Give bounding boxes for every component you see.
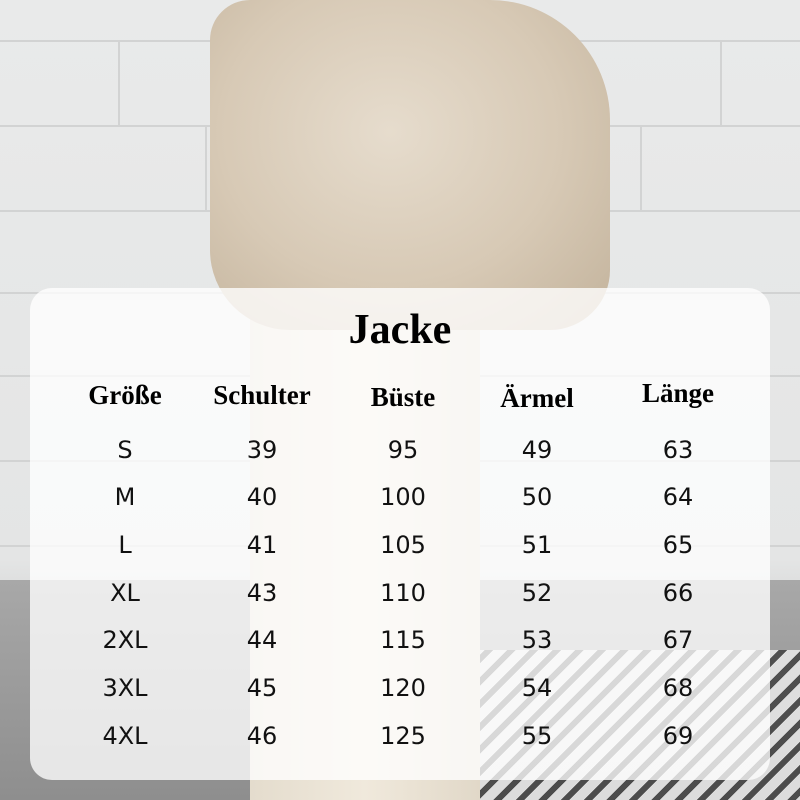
measurement-cell: 49 [521, 436, 553, 464]
measurement-cell: 125 [380, 722, 426, 750]
wall-line [640, 125, 642, 210]
measurement-cell: 53 [521, 626, 553, 654]
measurement-cell: 44 [246, 626, 278, 654]
column-header: Schulter [213, 380, 311, 410]
measurement-cell: 68 [662, 674, 694, 702]
size-label: 4XL [102, 722, 148, 750]
measurement-cell: 46 [246, 722, 278, 750]
measurement-cell: 55 [521, 722, 553, 750]
wall-line [205, 125, 207, 210]
measurement-cell: 45 [246, 674, 278, 702]
size-label: XL [110, 579, 140, 607]
model-top [210, 0, 610, 330]
measurement-cell: 69 [662, 722, 694, 750]
column-header: Büste [370, 382, 436, 412]
column-header: Größe [88, 380, 162, 410]
measurement-cell: 51 [521, 531, 553, 559]
measurement-cell: 120 [380, 674, 426, 702]
size-label: 2XL [102, 626, 148, 654]
measurement-cell: 40 [246, 483, 278, 511]
measurement-cell: 39 [246, 436, 278, 464]
measurement-cell: 52 [521, 579, 553, 607]
measurement-cell: 41 [246, 531, 278, 559]
measurement-cell: 110 [380, 579, 426, 607]
measurement-cell: 65 [662, 531, 694, 559]
measurement-cell: 63 [662, 436, 694, 464]
chart-title: Jacke [348, 307, 452, 353]
wall-line [118, 40, 120, 125]
measurement-cell: 50 [521, 483, 553, 511]
size-label: L [118, 531, 132, 559]
wall-line [720, 40, 722, 125]
column-header: Länge [641, 378, 715, 408]
measurement-cell: 64 [662, 483, 694, 511]
size-label: S [117, 436, 133, 464]
column-header: Ärmel [500, 383, 574, 413]
measurement-cell: 43 [246, 579, 278, 607]
measurement-cell: 67 [662, 626, 694, 654]
size-label: M [114, 483, 136, 511]
measurement-cell: 95 [387, 436, 419, 464]
size-label: 3XL [102, 674, 148, 702]
size-chart-panel [30, 288, 770, 780]
measurement-cell: 115 [380, 626, 426, 654]
measurement-cell: 105 [380, 531, 426, 559]
measurement-cell: 100 [380, 483, 426, 511]
measurement-cell: 54 [521, 674, 553, 702]
measurement-cell: 66 [662, 579, 694, 607]
